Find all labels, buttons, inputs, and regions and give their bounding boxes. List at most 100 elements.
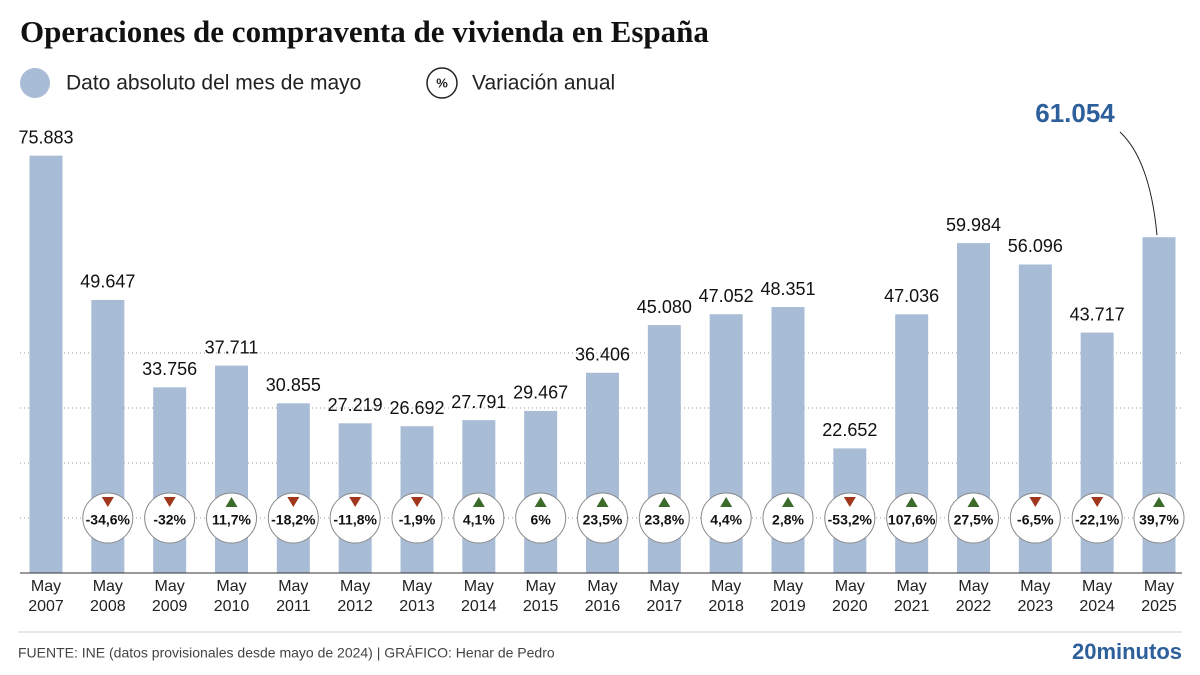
- change-label: -32%: [153, 512, 186, 528]
- value-label: 22.652: [822, 420, 877, 440]
- down-arrow: [1029, 497, 1042, 507]
- change-label: -1,9%: [399, 512, 436, 528]
- legend-swatch: [20, 68, 50, 98]
- x-tick-label: May 2022: [955, 578, 992, 615]
- value-label: 33.756: [142, 359, 197, 379]
- value-label: 43.717: [1070, 304, 1125, 324]
- change-badge: [700, 492, 752, 544]
- change-badge: [515, 492, 567, 544]
- x-tick-label: May 2013: [399, 578, 435, 615]
- value-label: 27.219: [328, 395, 383, 415]
- value-label: 45.080: [637, 297, 692, 317]
- change-label: 2,8%: [772, 512, 804, 528]
- value-label: 37.711: [205, 337, 259, 357]
- change-label: -22,1%: [1075, 512, 1120, 528]
- value-label: 27.791: [451, 392, 506, 412]
- value-label: 48.351: [760, 279, 815, 299]
- x-tick-label: May 2011: [276, 578, 311, 615]
- down-arrow: [163, 497, 176, 507]
- change-label: 4,4%: [710, 512, 742, 528]
- up-arrow: [720, 497, 733, 507]
- up-arrow: [967, 497, 980, 507]
- change-label: -6,5%: [1017, 512, 1054, 528]
- change-label: -11,8%: [333, 512, 377, 528]
- down-arrow: [411, 497, 423, 507]
- change-badge: [391, 492, 443, 544]
- change-label: 107,6%: [888, 512, 936, 528]
- up-arrow: [596, 497, 609, 507]
- value-label: 59.984: [946, 215, 1001, 235]
- x-tick-label: May 2015: [522, 578, 559, 615]
- change-label: -18,2%: [271, 512, 316, 528]
- value-label: 26.692: [389, 398, 444, 418]
- down-arrow: [101, 497, 114, 507]
- change-label: 4,1%: [463, 512, 495, 528]
- bar: [524, 410, 558, 573]
- bar: [29, 155, 63, 573]
- x-tick-label: May 2009: [151, 578, 188, 615]
- value-label: 29.467: [513, 383, 568, 403]
- value-label: 75.883: [18, 127, 73, 147]
- down-arrow: [349, 497, 362, 507]
- up-arrow: [225, 497, 238, 507]
- x-tick-label: May 2017: [646, 578, 683, 615]
- up-arrow: [534, 497, 547, 507]
- change-label: 11,7%: [212, 512, 251, 528]
- change-badge: [144, 492, 196, 544]
- legend-symbol: [426, 67, 458, 99]
- value-label: 36.406: [575, 345, 630, 365]
- bar: [276, 403, 310, 573]
- value-label-highlight: 61.054: [1035, 98, 1115, 128]
- change-badge: [638, 492, 690, 544]
- change-badge: [1133, 492, 1185, 544]
- change-badge: [577, 492, 628, 544]
- up-arrow: [1153, 497, 1165, 507]
- legend-symbol-text: %: [436, 75, 448, 90]
- up-arrow: [472, 497, 485, 507]
- change-badge: [453, 492, 505, 544]
- value-label: 47.036: [884, 286, 939, 306]
- change-badge: [948, 492, 999, 544]
- chart-title: Operaciones de compraventa de vivienda e…: [20, 14, 709, 49]
- up-arrow: [905, 497, 918, 507]
- change-badge: [267, 492, 319, 544]
- change-badge: [329, 492, 381, 544]
- change-label: 27,5%: [954, 512, 994, 528]
- brand: 20minutos: [1072, 639, 1182, 664]
- up-arrow: [658, 497, 671, 507]
- change-badge: [82, 492, 134, 544]
- up-arrow: [782, 497, 794, 507]
- x-tick-label: May 2014: [461, 578, 497, 615]
- value-label: 47.052: [699, 286, 754, 306]
- value-label: 30.855: [266, 375, 321, 395]
- legend-label: Variación anual: [472, 72, 615, 95]
- change-label: 6%: [531, 512, 552, 528]
- x-tick-label: May 2007: [28, 578, 64, 615]
- x-tick-label: May 2018: [708, 578, 744, 615]
- value-label: 49.647: [80, 272, 135, 292]
- x-tick-label: May 2019: [770, 578, 806, 615]
- change-badge: [206, 492, 257, 544]
- down-arrow: [843, 497, 856, 507]
- source: FUENTE: INE (datos provisionales desde m…: [18, 645, 555, 661]
- x-tick-label: May 2012: [337, 578, 373, 615]
- leader-line: [1119, 131, 1158, 236]
- change-label: -34,6%: [86, 512, 131, 528]
- change-badge: [1071, 492, 1123, 544]
- value-label: 56.096: [1008, 236, 1063, 256]
- x-tick-label: May 2024: [1079, 578, 1115, 615]
- x-tick-label: May 2021: [893, 578, 930, 615]
- change-label: 39,7%: [1139, 512, 1179, 528]
- x-tick-label: May 2020: [832, 578, 868, 615]
- bar: [153, 387, 187, 573]
- x-tick-label: May 2023: [1017, 578, 1054, 615]
- change-badge: [824, 492, 876, 544]
- x-tick-label: May 2008: [90, 578, 126, 615]
- x-tick-label: May 2025: [1141, 578, 1177, 615]
- x-tick-label: May 2010: [213, 578, 250, 615]
- down-arrow: [287, 497, 300, 507]
- down-arrow: [1091, 497, 1104, 507]
- x-tick-label: May 2016: [584, 578, 621, 615]
